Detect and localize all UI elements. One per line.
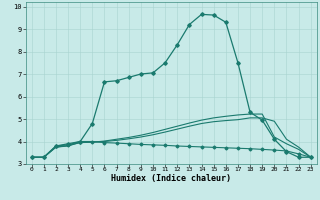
X-axis label: Humidex (Indice chaleur): Humidex (Indice chaleur) (111, 174, 231, 183)
